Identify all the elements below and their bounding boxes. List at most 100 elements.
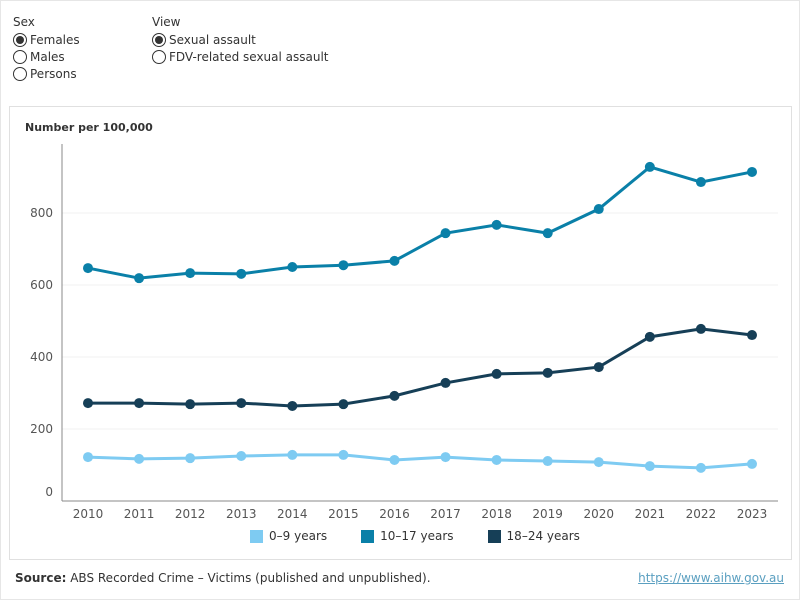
data-point — [491, 219, 502, 230]
data-point — [338, 260, 349, 271]
data-point — [747, 166, 757, 177]
data-point — [695, 323, 706, 334]
x-tick-label: 2016 — [379, 507, 410, 521]
radio-label: Males — [30, 49, 65, 64]
source-note: Source: ABS Recorded Crime – Victims (pu… — [15, 571, 431, 585]
data-point — [287, 262, 298, 272]
radio-selected-icon — [152, 32, 166, 47]
data-point — [491, 454, 502, 465]
x-tick-label: 2012 — [175, 507, 206, 521]
radio-selected-icon — [13, 32, 27, 47]
y-tick-label: 800 — [30, 206, 53, 220]
data-point — [185, 399, 196, 410]
x-tick-label: 2018 — [481, 507, 512, 521]
data-point — [644, 331, 655, 342]
sex-filter: Sex Females Males Persons — [13, 15, 80, 82]
radio-females[interactable]: Females — [13, 31, 80, 48]
series-line — [88, 327, 753, 408]
x-tick-label: 2013 — [226, 507, 257, 521]
x-tick-label: 2015 — [328, 507, 359, 521]
radio-fdv-sexual-assault[interactable]: FDV-related sexual assault — [152, 48, 329, 65]
data-point — [83, 263, 93, 274]
chart-panel — [9, 106, 792, 560]
data-point — [185, 268, 196, 279]
data-point — [389, 390, 400, 401]
data-point — [593, 362, 604, 373]
x-tick-label: 2022 — [686, 507, 717, 521]
radio-label: FDV-related sexual assault — [169, 49, 329, 64]
y-tick-label: 600 — [30, 278, 53, 292]
radio-persons[interactable]: Persons — [13, 65, 80, 82]
data-point — [542, 367, 553, 378]
x-tick-label: 2017 — [430, 507, 461, 521]
data-point — [236, 398, 247, 409]
data-point — [491, 368, 502, 379]
sex-filter-title: Sex — [13, 15, 35, 29]
data-point — [287, 400, 298, 411]
legend-swatch — [361, 529, 375, 543]
radio-label: Persons — [30, 66, 77, 81]
legend-label: 18–24 years — [506, 529, 580, 543]
source-text: ABS Recorded Crime – Victims (published … — [66, 571, 431, 585]
radio-label: Sexual assault — [169, 32, 256, 47]
data-point — [338, 449, 349, 460]
data-point — [695, 462, 706, 473]
data-point — [83, 398, 93, 409]
data-point — [695, 177, 706, 188]
data-point — [134, 398, 145, 409]
radio-sexual-assault[interactable]: Sexual assault — [152, 31, 329, 48]
y-tick-label: 0 — [45, 485, 53, 499]
y-axis-label: Number per 100,000 — [25, 121, 153, 134]
data-point — [593, 204, 604, 215]
legend-label: 10–17 years — [380, 529, 454, 543]
radio-label: Females — [30, 32, 80, 47]
data-point — [338, 399, 349, 410]
data-point — [440, 377, 451, 388]
view-filter-title: View — [152, 15, 181, 29]
data-point — [440, 452, 451, 463]
series-line — [87, 165, 753, 280]
x-tick-label: 2019 — [532, 507, 563, 521]
x-tick-label: 2010 — [73, 507, 104, 521]
data-point — [83, 452, 93, 463]
data-point — [236, 268, 247, 279]
radio-empty-icon — [152, 49, 166, 64]
data-point — [542, 456, 553, 467]
series-line — [87, 453, 753, 470]
data-point — [185, 453, 196, 464]
legend: 0–9 years 10–17 years 18–24 years — [0, 529, 800, 543]
x-tick-label: 2023 — [737, 507, 768, 521]
data-point — [134, 273, 145, 284]
legend-item[interactable]: 0–9 years — [250, 529, 327, 543]
radio-males[interactable]: Males — [13, 48, 80, 65]
data-point — [389, 454, 400, 465]
data-point — [747, 330, 757, 341]
data-point — [542, 228, 553, 239]
data-point — [134, 453, 145, 464]
data-point — [644, 461, 655, 472]
radio-empty-icon — [13, 49, 27, 64]
x-tick-label: 2020 — [583, 507, 614, 521]
radio-empty-icon — [13, 66, 27, 81]
data-point — [593, 457, 604, 468]
aihw-link[interactable]: https://www.aihw.gov.au — [638, 571, 784, 585]
view-filter: View Sexual assault FDV-related sexual a… — [152, 15, 329, 65]
data-point — [287, 449, 298, 460]
data-point — [644, 161, 655, 172]
legend-label: 0–9 years — [269, 529, 328, 543]
data-point — [389, 255, 400, 266]
x-tick-label: 2014 — [277, 507, 308, 521]
data-point — [747, 458, 757, 469]
data-point — [440, 228, 451, 239]
x-tick-label: 2021 — [635, 507, 666, 521]
source-label: Source: — [15, 571, 67, 585]
legend-item[interactable]: 18–24 years — [487, 529, 580, 543]
x-tick-label: 2011 — [124, 507, 155, 521]
legend-swatch — [250, 529, 264, 543]
y-tick-label: 200 — [30, 422, 53, 436]
data-point — [236, 451, 247, 461]
legend-swatch — [487, 529, 501, 543]
legend-item[interactable]: 10–17 years — [361, 529, 454, 543]
y-tick-label: 400 — [30, 350, 53, 364]
